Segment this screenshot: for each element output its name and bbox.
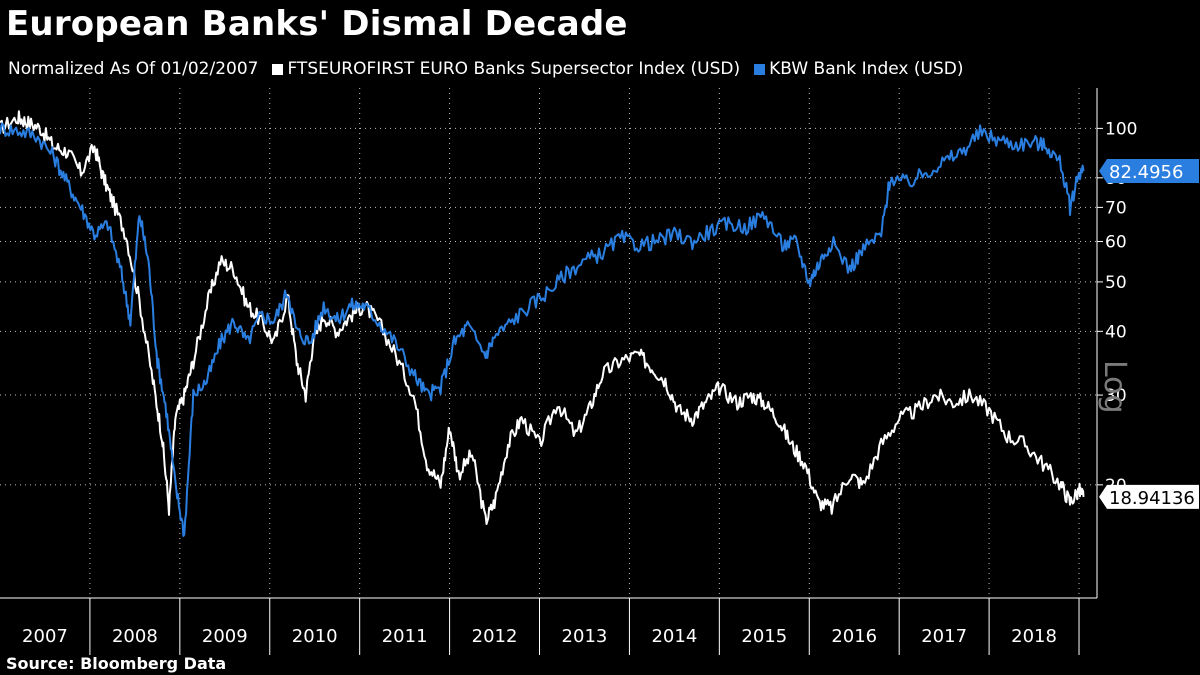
last-value-tag-kbw-box — [1099, 159, 1199, 184]
x-tick-label: 2007 — [22, 626, 68, 647]
legend-subtitle: Normalized As Of 01/02/2007 — [8, 59, 259, 79]
x-tick-label: 2010 — [292, 626, 338, 647]
x-tick-label: 2013 — [562, 626, 608, 647]
y-tick-label: 100 — [1105, 119, 1137, 139]
legend-label-eu: FTSEUROFIRST EURO Banks Supersector Inde… — [287, 59, 741, 79]
y-tick-label: 60 — [1105, 233, 1127, 253]
x-tick-label: 2017 — [921, 626, 967, 647]
series-line-eu-banks — [0, 110, 1085, 525]
chart-title: European Banks' Dismal Decade — [6, 4, 628, 44]
y-tick-label: 40 — [1105, 322, 1127, 342]
y-tick-label: 30 — [1105, 386, 1127, 406]
x-tick-label: 2018 — [1011, 626, 1057, 647]
legend-swatch-us — [754, 63, 766, 75]
x-tick-label: 2015 — [741, 626, 787, 647]
x-tick-label: 2009 — [202, 626, 248, 647]
y-tick-label: 70 — [1105, 198, 1127, 218]
x-tick-label: 2011 — [382, 626, 428, 647]
legend: Normalized As Of 01/02/2007 FTSEUROFIRST… — [8, 59, 963, 79]
x-tick-label: 2012 — [472, 626, 518, 647]
legend-swatch-eu — [272, 63, 284, 75]
source-note: Source: Bloomberg Data — [6, 654, 227, 673]
last-value-tag-kbw-text: 82.4956 — [1109, 162, 1183, 183]
x-tick-label: 2008 — [112, 626, 158, 647]
legend-label-us: KBW Bank Index (USD) — [769, 59, 964, 79]
legend-item-us: KBW Bank Index (USD) — [754, 59, 963, 79]
x-tick-label: 2014 — [651, 626, 697, 647]
series-line-kbw-banks — [0, 122, 1085, 537]
legend-item-eu: FTSEUROFIRST EURO Banks Supersector Inde… — [272, 59, 740, 79]
y-tick-label: 50 — [1105, 273, 1127, 293]
last-value-tag-eu-box — [1099, 484, 1199, 509]
x-tick-label: 2016 — [831, 626, 877, 647]
last-value-tag-eu-text: 18.94136 — [1109, 488, 1195, 509]
log-scale-label: Log — [1097, 360, 1132, 414]
